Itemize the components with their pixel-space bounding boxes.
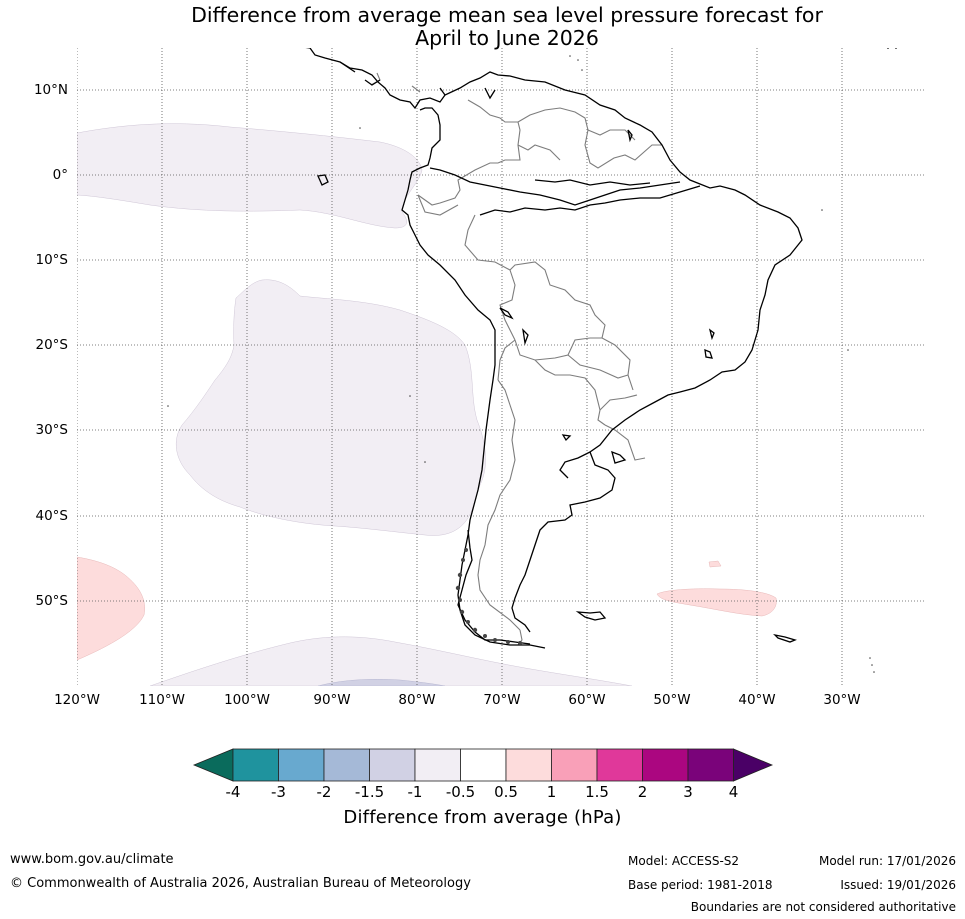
graticule	[77, 48, 926, 686]
lat-label-20s: 20°S	[35, 337, 69, 353]
lon-label-60w: 60°W	[568, 692, 606, 708]
base-period-text: Base period: 1981-2018	[628, 878, 773, 892]
lon-label-90w: 90°W	[313, 692, 351, 708]
colorbar-bin-11	[687, 748, 734, 782]
colorbar-tick: 0.5	[494, 783, 518, 801]
colorbar-bin-4	[369, 748, 416, 782]
colorbar-tick: -2	[316, 783, 332, 801]
colorbar-tick: 2	[637, 783, 648, 801]
colorbar-bin-2	[278, 748, 325, 782]
anomaly-region-southwest-pacific	[77, 556, 145, 661]
coastline	[305, 48, 803, 649]
anomaly-region-south-atlantic	[656, 588, 777, 617]
map-plot	[77, 48, 926, 686]
lon-label-120w: 120°W	[54, 692, 100, 708]
colorbar	[192, 748, 774, 782]
colorbar-extend-high	[733, 748, 774, 782]
colorbar-bin-9	[596, 748, 643, 782]
colorbar-bin-8	[551, 748, 598, 782]
copyright-text: © Commonwealth of Australia 2026, Austra…	[10, 876, 471, 891]
lat-label-40s: 40°S	[35, 508, 69, 524]
colorbar-tick: -3	[271, 783, 286, 801]
lat-label-10n: 10°N	[33, 82, 68, 98]
colorbar-tick: -1.5	[354, 783, 385, 801]
title-line-1: Difference from average mean sea level p…	[191, 3, 823, 27]
colorbar-tick: -4	[225, 783, 241, 801]
lat-label-10s: 10°S	[35, 252, 69, 268]
lon-label-70w: 70°W	[483, 692, 521, 708]
anomaly-region-small-atlantic	[708, 560, 722, 568]
colorbar-extend-low	[192, 748, 234, 782]
lon-label-110w: 110°W	[139, 692, 185, 708]
lat-label-30s: 30°S	[35, 422, 69, 438]
website-link[interactable]: www.bom.gov.au/climate	[10, 852, 174, 867]
colorbar-bin-7	[505, 748, 552, 782]
lon-label-100w: 100°W	[224, 692, 270, 708]
colorbar-tick: -0.5	[445, 783, 476, 801]
patagonia-islands	[455, 548, 522, 645]
colorbar-tick: 3	[683, 783, 693, 801]
lat-label-0: 0°	[52, 167, 68, 183]
disclaimer-text: Boundaries are not considered authoritat…	[690, 900, 956, 914]
lon-label-80w: 80°W	[398, 692, 436, 708]
country-borders	[370, 72, 662, 646]
colorbar-bin-5	[414, 748, 461, 782]
small-islands	[167, 48, 897, 673]
issued-text: Issued: 19/01/2026	[840, 878, 956, 892]
lon-label-50w: 50°W	[653, 692, 691, 708]
lon-label-30w: 30°W	[823, 692, 861, 708]
lon-label-40w: 40°W	[738, 692, 776, 708]
colorbar-bin-10	[642, 748, 689, 782]
lat-label-50s: 50°S	[35, 593, 69, 609]
colorbar-bin-6	[460, 748, 507, 782]
colorbar-bin-1	[232, 748, 279, 782]
model-text: Model: ACCESS-S2	[628, 854, 740, 868]
anomaly-region-southern-ocean-south	[149, 636, 633, 686]
colorbar-tick: 1	[546, 783, 557, 801]
colorbar-label: Difference from average (hPa)	[343, 807, 622, 828]
colorbar-tick: 1.5	[585, 783, 609, 801]
colorbar-bin-3	[323, 748, 370, 782]
model-run-text: Model run: 17/01/2026	[818, 854, 956, 868]
map-title: Difference from average mean sea level p…	[0, 4, 965, 50]
anomaly-region-southeast-pacific	[175, 279, 486, 536]
anomaly-region-southern-ocean-core	[317, 679, 446, 686]
colorbar-tick: 4	[728, 783, 739, 801]
title-line-2: April to June 2026	[415, 26, 599, 50]
anomaly-region-equatorial-pacific	[77, 123, 423, 229]
colorbar-tick: -1	[407, 783, 423, 801]
